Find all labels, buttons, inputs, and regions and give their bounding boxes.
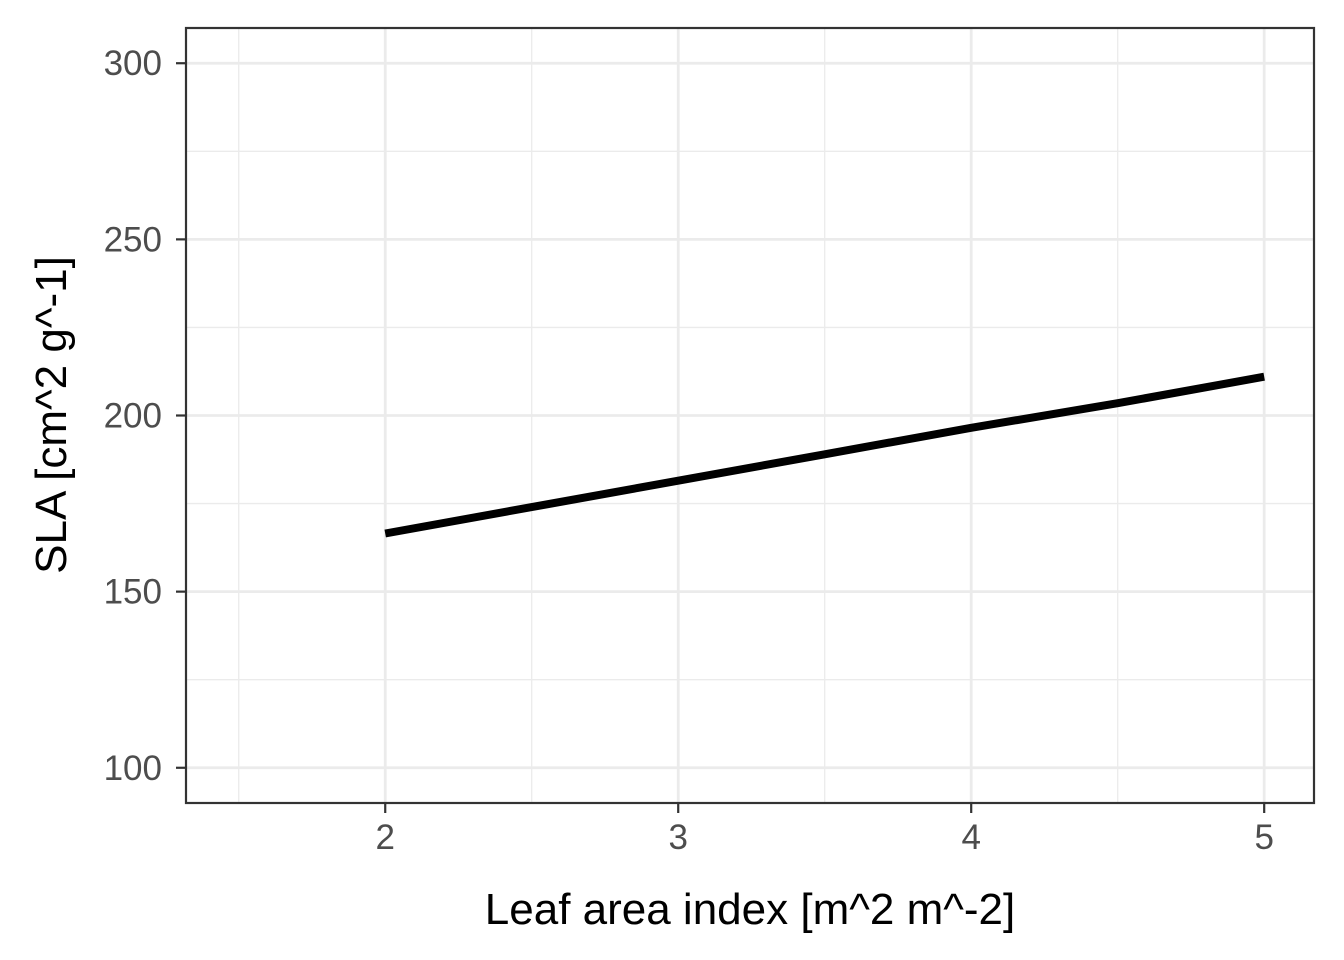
x-tick-label: 2 xyxy=(375,818,394,857)
y-tick-label: 250 xyxy=(104,220,162,259)
x-tick-label: 3 xyxy=(668,818,687,857)
x-tick-label: 4 xyxy=(961,818,980,857)
y-tick-label: 100 xyxy=(104,749,162,788)
major-grid xyxy=(186,28,1314,803)
y-tick-label: 150 xyxy=(104,573,162,612)
y-axis-title: SLA [cm^2 g^-1] xyxy=(27,256,76,574)
x-tick-label: 5 xyxy=(1254,818,1273,857)
series-layer xyxy=(384,372,1265,538)
x-axis-title: Leaf area index [m^2 m^-2] xyxy=(485,885,1015,934)
y-axis: 100 150 200 250 300 xyxy=(104,44,186,788)
y-tick-label: 200 xyxy=(104,397,162,436)
x-axis: 2 3 4 5 xyxy=(375,803,1274,857)
series-line xyxy=(384,372,1265,538)
y-tick-label: 300 xyxy=(104,44,162,83)
